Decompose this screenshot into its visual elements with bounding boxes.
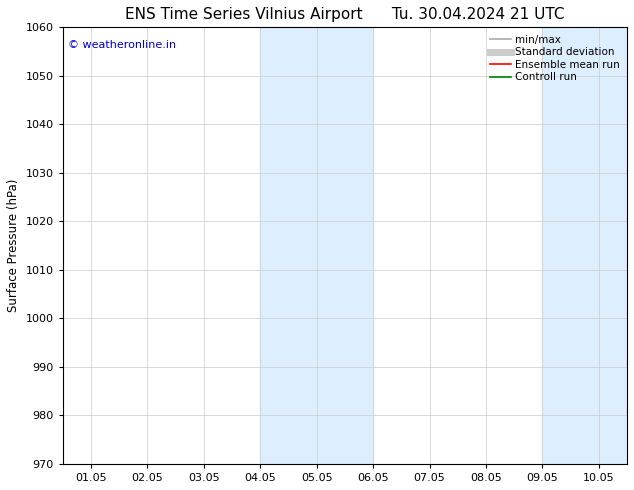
Title: ENS Time Series Vilnius Airport      Tu. 30.04.2024 21 UTC: ENS Time Series Vilnius Airport Tu. 30.0… <box>125 7 565 22</box>
Bar <box>543 27 627 464</box>
Y-axis label: Surface Pressure (hPa): Surface Pressure (hPa) <box>7 179 20 312</box>
Bar <box>260 27 373 464</box>
Text: © weatheronline.in: © weatheronline.in <box>68 40 176 50</box>
Legend: min/max, Standard deviation, Ensemble mean run, Controll run: min/max, Standard deviation, Ensemble me… <box>488 32 622 84</box>
